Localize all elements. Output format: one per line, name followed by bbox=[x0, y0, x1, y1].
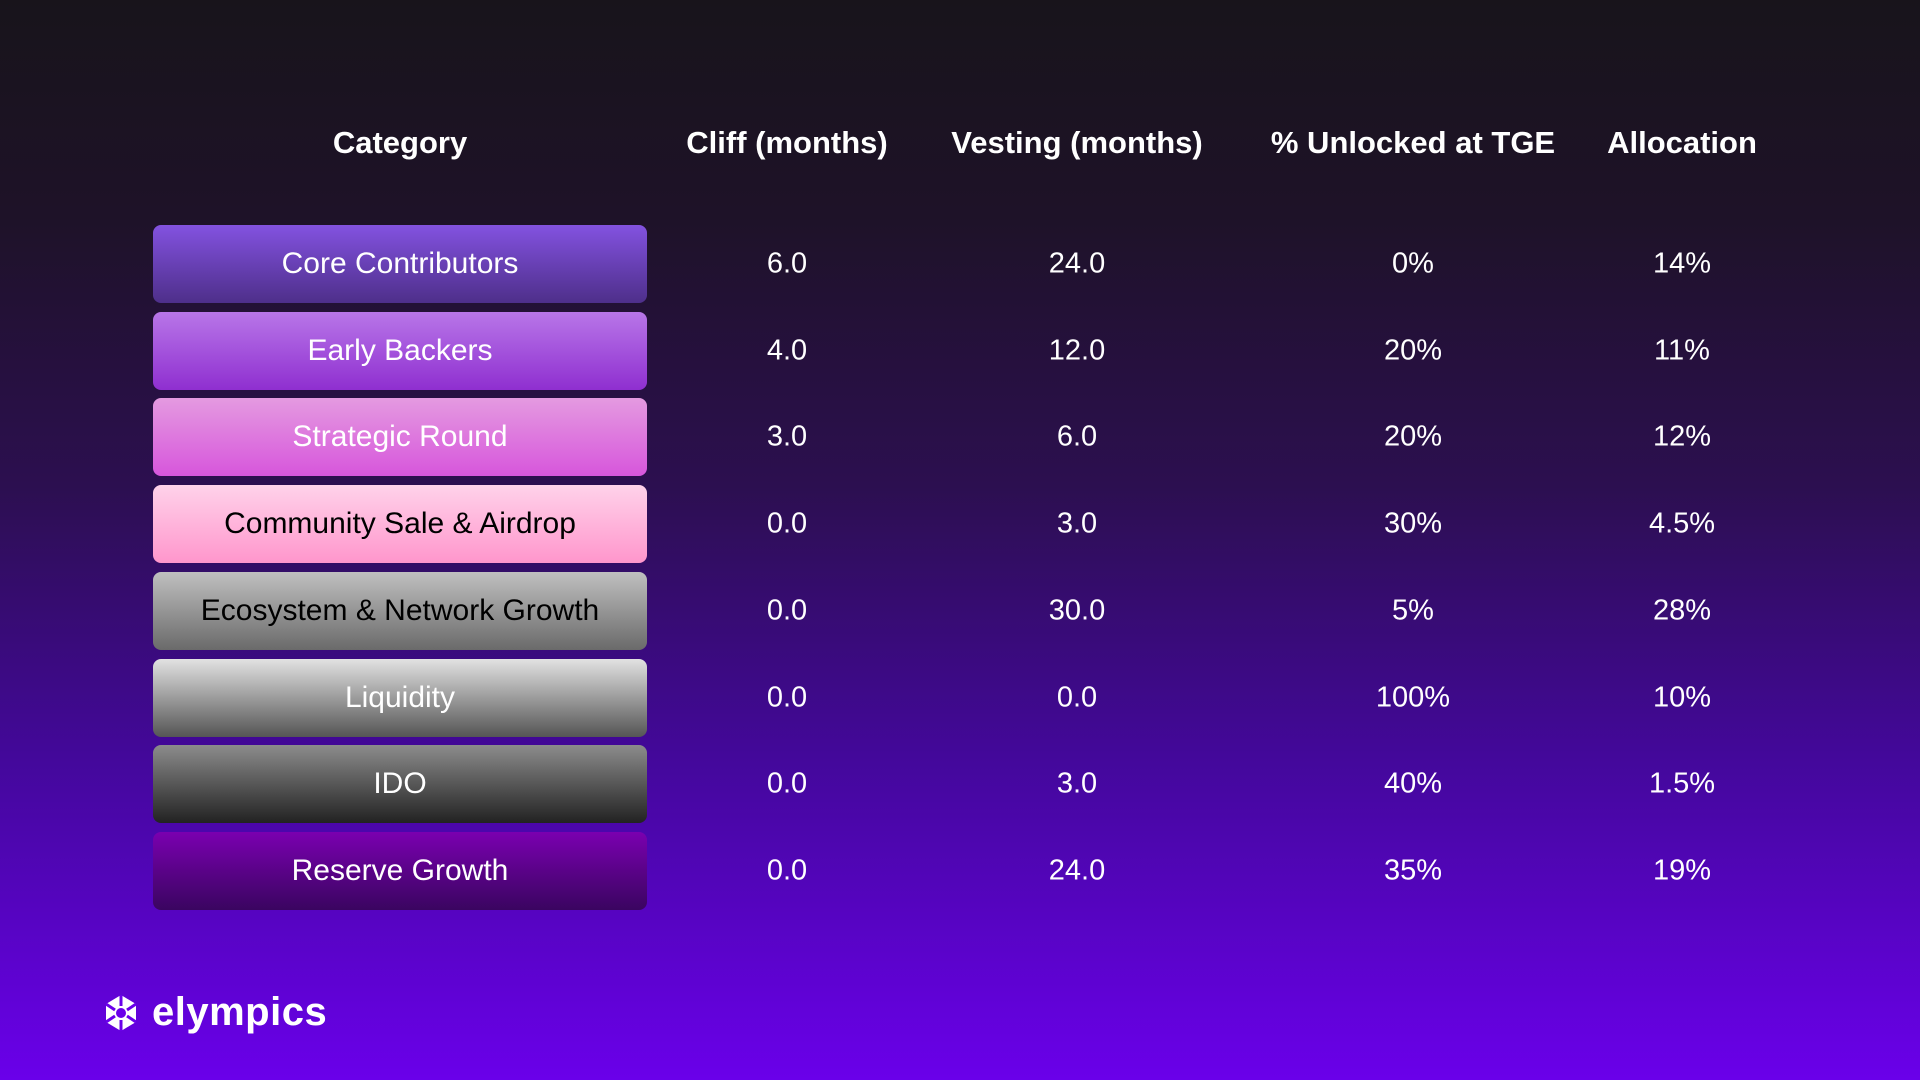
cell-unlocked: 40% bbox=[1383, 767, 1443, 800]
header-vesting: Vesting (months) bbox=[951, 125, 1203, 160]
brand-logo: elympics bbox=[104, 990, 327, 1035]
cell-allocation: 14% bbox=[1652, 247, 1712, 280]
cell-cliff: 0.0 bbox=[766, 767, 808, 800]
category-badge: Liquidity bbox=[153, 658, 647, 737]
cell-allocation: 10% bbox=[1652, 681, 1712, 713]
cell-vesting: 0.0 bbox=[1056, 681, 1098, 713]
cell-allocation: 1.5% bbox=[1648, 767, 1716, 800]
header-allocation: Allocation bbox=[1607, 125, 1757, 160]
cell-allocation: 11% bbox=[1654, 334, 1710, 367]
cell-unlocked: 20% bbox=[1383, 420, 1443, 453]
cell-vesting: 24.0 bbox=[1048, 247, 1106, 280]
cell-vesting: 12.0 bbox=[1048, 334, 1106, 367]
cell-unlocked: 35% bbox=[1383, 854, 1443, 887]
header-unlocked: % Unlocked at TGE bbox=[1270, 125, 1556, 160]
cell-allocation: 28% bbox=[1652, 594, 1712, 627]
category-badge: Early Backers bbox=[153, 311, 647, 390]
cell-vesting: 3.0 bbox=[1056, 507, 1098, 540]
cell-unlocked: 0% bbox=[1392, 247, 1434, 280]
category-badge: Community Sale & Airdrop bbox=[153, 485, 647, 564]
cell-allocation: 12% bbox=[1652, 420, 1712, 453]
cell-vesting: 6.0 bbox=[1056, 420, 1098, 453]
cell-vesting: 3.0 bbox=[1056, 767, 1098, 800]
header-cliff: Cliff (months) bbox=[686, 125, 888, 160]
header-category: Category bbox=[332, 125, 468, 160]
cell-cliff: 0.0 bbox=[766, 681, 808, 713]
hexagon-logo-icon bbox=[105, 994, 137, 1031]
cell-cliff: 4.0 bbox=[766, 334, 808, 367]
cell-cliff: 6.0 bbox=[766, 247, 808, 280]
cell-unlocked: 20% bbox=[1383, 334, 1443, 367]
brand-name: elympics bbox=[152, 990, 328, 1034]
cell-vesting: 24.0 bbox=[1048, 854, 1106, 887]
category-label: Core Contributors bbox=[281, 247, 519, 280]
cell-allocation: 19% bbox=[1652, 854, 1712, 887]
category-label: Ecosystem & Network Growth bbox=[200, 593, 600, 627]
category-badge: Ecosystem & Network Growth bbox=[153, 571, 647, 650]
category-label: Reserve Growth bbox=[291, 853, 509, 887]
category-badge: IDO bbox=[153, 745, 647, 824]
category-label: IDO bbox=[373, 767, 427, 801]
cell-cliff: 3.0 bbox=[766, 420, 808, 453]
category-label: Strategic Round bbox=[292, 420, 508, 454]
category-label: Community Sale & Airdrop bbox=[224, 507, 576, 541]
cell-vesting: 30.0 bbox=[1048, 594, 1106, 627]
cell-unlocked: 100% bbox=[1375, 681, 1451, 713]
category-label: Liquidity bbox=[344, 680, 456, 714]
category-badge: Core Contributors bbox=[153, 225, 647, 303]
category-badge: Reserve Growth bbox=[153, 831, 647, 910]
cell-cliff: 0.0 bbox=[766, 507, 808, 540]
category-badge: Strategic Round bbox=[153, 398, 647, 477]
cell-cliff: 0.0 bbox=[766, 854, 808, 887]
category-label: Early Backers bbox=[307, 333, 493, 367]
cell-unlocked: 5% bbox=[1392, 594, 1434, 627]
cell-allocation: 4.5% bbox=[1648, 507, 1716, 540]
cell-cliff: 0.0 bbox=[766, 594, 808, 627]
cell-unlocked: 30% bbox=[1383, 507, 1443, 540]
